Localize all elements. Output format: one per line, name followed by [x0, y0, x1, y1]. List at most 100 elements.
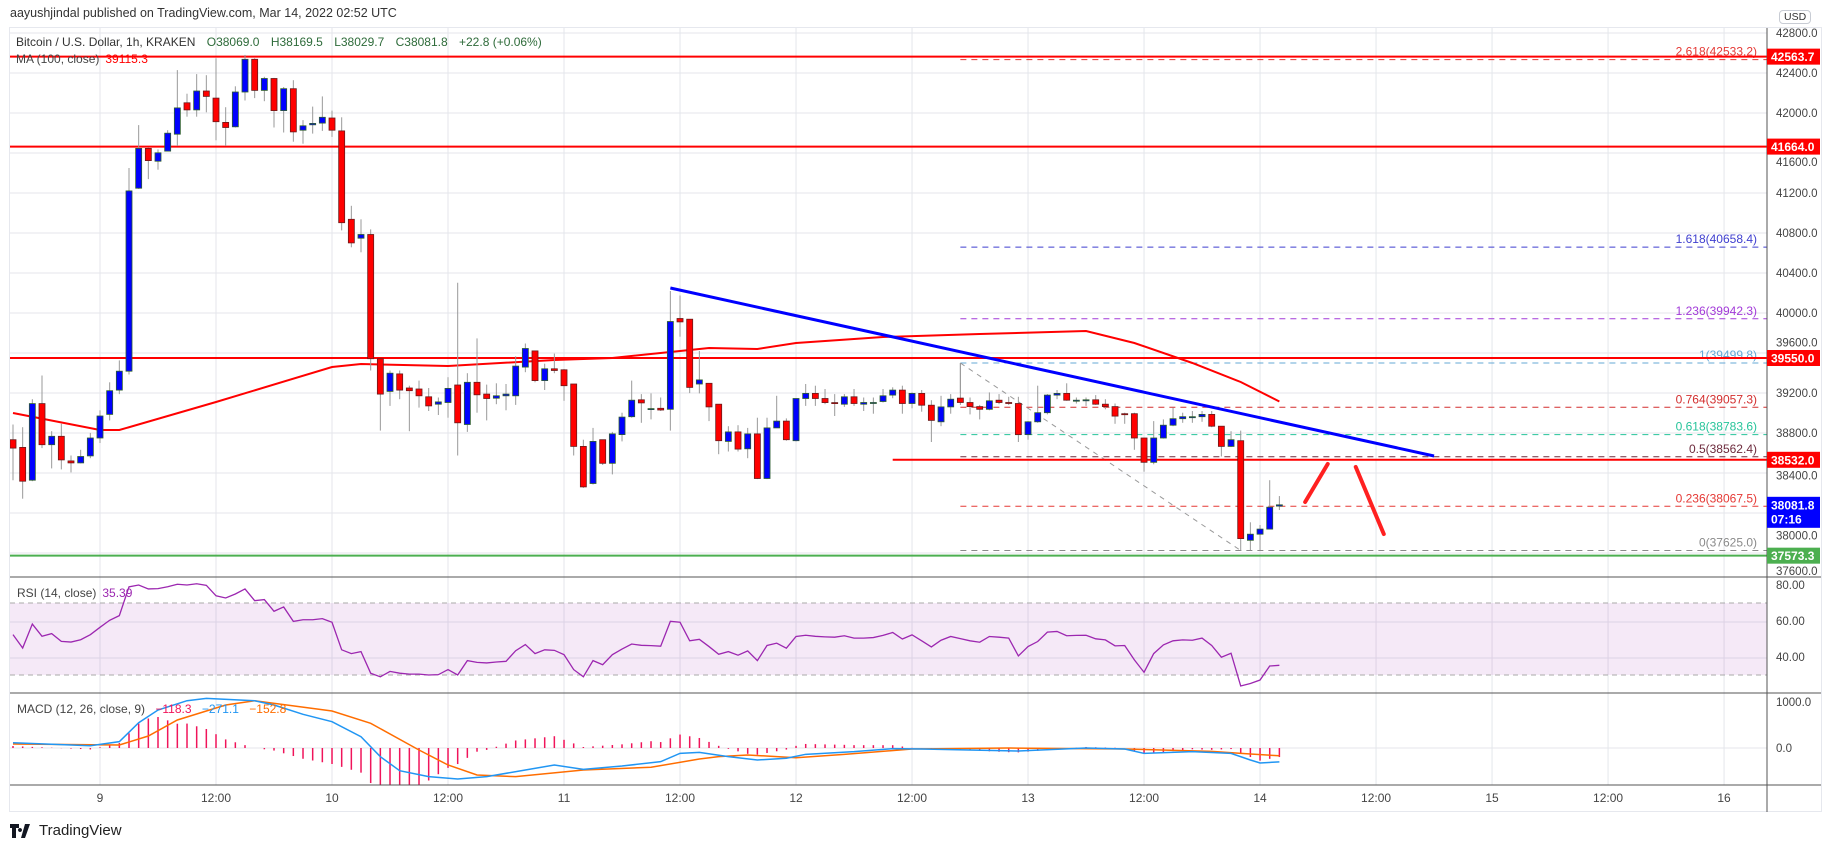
currency-button[interactable]: USD	[1779, 10, 1812, 24]
fib-level-label: 0(37625.0)	[1699, 536, 1757, 550]
candle-down	[753, 433, 761, 479]
candle-up	[869, 402, 877, 404]
fib-diagonal-line	[960, 362, 1241, 551]
candle-down	[376, 358, 384, 395]
time-tick-label: 12:00	[1129, 791, 1159, 805]
price-badge	[1767, 48, 1820, 65]
projection-arrow-line	[1353, 465, 1386, 536]
candle-up	[77, 456, 85, 464]
candle-down	[821, 398, 829, 403]
time-tick-label: 16	[1717, 791, 1731, 805]
rsi-tick-label: 40.00	[1776, 652, 1805, 664]
candle-down	[473, 381, 481, 396]
candle-up	[628, 399, 636, 418]
candle-down	[1101, 403, 1109, 408]
candle-down	[995, 399, 1003, 403]
candle-down	[483, 393, 491, 399]
candle-up	[724, 431, 732, 442]
candle-up	[695, 379, 703, 385]
candle-down	[715, 403, 723, 442]
tradingview-logo-icon	[10, 823, 30, 838]
candle-up	[318, 116, 326, 124]
fib-level-label: 1.236(39942.3)	[1676, 304, 1757, 318]
candle-up	[1024, 421, 1032, 435]
candle-up	[889, 389, 897, 396]
candle-up	[744, 433, 752, 450]
candle-down	[454, 384, 462, 424]
ma-label: MA (100, close)	[16, 52, 100, 66]
time-tick-label: 12:00	[1593, 791, 1623, 805]
high-value: H38169.5	[270, 35, 323, 49]
candle-down	[10, 439, 17, 449]
candle-up	[792, 398, 800, 442]
candle-down	[898, 389, 906, 404]
macd-tick-label: 1000.0	[1776, 697, 1811, 709]
price-tick-label: 39200.0	[1776, 388, 1818, 400]
candle-up	[647, 408, 655, 411]
candle-up	[1266, 506, 1274, 530]
candle-up	[502, 393, 510, 397]
rsi-label: RSI (14, close)	[17, 586, 97, 600]
price-badge-label: 42563.7	[1771, 50, 1815, 64]
candle-down	[599, 439, 607, 464]
macd-tick-label: 0.0	[1776, 743, 1792, 755]
price-tick-label: 40400.0	[1776, 268, 1818, 280]
symbol-name: Bitcoin / U.S. Dollar, 1h, KRAKEN	[16, 35, 196, 49]
candle-up	[1150, 437, 1158, 463]
price-badge	[1767, 138, 1820, 155]
candle-down	[1092, 399, 1100, 405]
candle-down	[289, 88, 297, 133]
candle-down	[67, 460, 75, 464]
candle-down	[976, 406, 984, 410]
price-badge	[1767, 350, 1820, 366]
time-tick-label: 9	[97, 791, 104, 805]
footer-brand[interactable]: TradingView	[10, 822, 122, 839]
candle-down	[396, 373, 404, 391]
candle-down	[328, 117, 336, 131]
candle-down	[1130, 413, 1138, 439]
price-tick-label: 41600.0	[1776, 157, 1818, 169]
candle-up	[618, 416, 626, 436]
candle-up	[802, 392, 810, 399]
candle-down	[831, 402, 839, 405]
rsi-value: 35.39	[102, 586, 133, 600]
time-tick-label: 12:00	[1361, 791, 1391, 805]
candle-down	[1005, 402, 1013, 404]
price-tick-label: 38800.0	[1776, 428, 1818, 440]
rsi-pane	[12, 583, 1280, 687]
price-tick-label: 38000.0	[1776, 530, 1818, 542]
candle-up	[985, 400, 993, 410]
candle-down	[734, 431, 742, 450]
time-tick-label: 12:00	[433, 791, 463, 805]
ma-legend: MA (100, close) 39115.3	[16, 52, 148, 66]
candle-up	[512, 365, 520, 397]
price-badge-label: 41664.0	[1771, 140, 1815, 154]
candle-up	[860, 402, 868, 405]
candle-down	[657, 407, 665, 411]
candle-down	[202, 90, 210, 97]
candle-up	[280, 88, 288, 111]
candle-up	[1159, 424, 1167, 439]
rsi-legend: RSI (14, close) 35.39	[17, 586, 132, 600]
candle-up	[589, 440, 597, 484]
time-tick-label: 11	[558, 791, 571, 805]
open-value: O38069.0	[206, 35, 260, 49]
candle-down	[1140, 437, 1148, 463]
brand-name: TradingView	[39, 822, 122, 839]
price-badge-label: 37573.3	[1771, 549, 1815, 563]
candle-down	[531, 350, 539, 381]
trendline	[670, 286, 1435, 458]
price-tick-label: 39600.0	[1776, 338, 1818, 350]
projection-arrow-line	[1303, 462, 1330, 504]
chart-frame	[9, 27, 1822, 812]
rsi-band-fill	[10, 603, 1767, 675]
candle-up	[1246, 533, 1254, 541]
candle-down	[367, 234, 375, 360]
candle-down	[1237, 440, 1245, 540]
rsi-tick-label: 60.00	[1776, 616, 1805, 628]
candle-down	[212, 97, 220, 123]
price-tick-label: 42400.0	[1776, 68, 1818, 80]
candle-down	[251, 58, 259, 91]
candle-down	[676, 318, 684, 323]
